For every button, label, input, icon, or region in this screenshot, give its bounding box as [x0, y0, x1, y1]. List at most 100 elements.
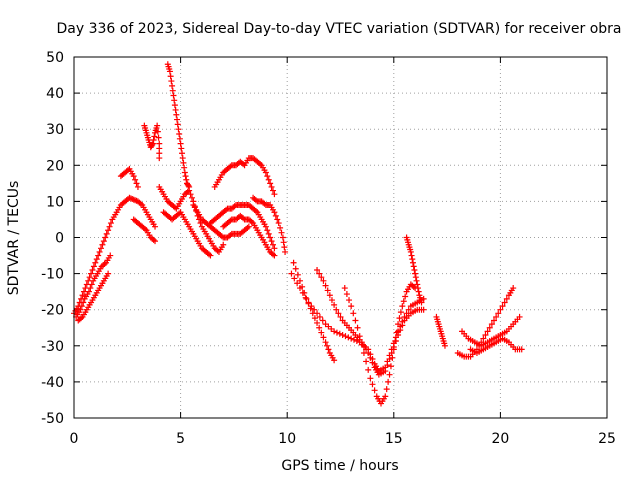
data-point — [269, 241, 276, 248]
data-point — [414, 281, 421, 288]
data-point — [410, 263, 417, 270]
data-point — [77, 306, 84, 313]
data-point — [181, 164, 188, 171]
data-point — [271, 209, 278, 216]
data-point — [169, 82, 176, 89]
data-point — [78, 303, 85, 310]
series-arc-e — [130, 216, 159, 245]
data-point — [187, 191, 194, 198]
data-point — [262, 169, 269, 176]
series-arc-t — [433, 313, 448, 349]
data-point — [154, 128, 161, 135]
data-point — [386, 356, 393, 363]
data-point — [156, 155, 163, 162]
data-point — [503, 295, 510, 302]
data-point — [171, 97, 178, 104]
data-point — [393, 329, 400, 336]
data-point — [371, 387, 378, 394]
data-point — [358, 341, 365, 348]
data-point — [413, 277, 420, 284]
data-point — [265, 230, 272, 237]
data-point — [133, 180, 140, 187]
data-point — [170, 92, 177, 99]
data-point — [396, 315, 403, 322]
y-tick-label: 0 — [55, 231, 64, 247]
data-point — [105, 270, 112, 277]
data-point — [179, 155, 186, 162]
data-point — [316, 324, 323, 331]
data-point — [107, 252, 114, 259]
data-point — [392, 337, 399, 344]
data-point — [495, 310, 502, 317]
data-point — [93, 256, 100, 263]
data-point — [100, 238, 107, 245]
data-point — [152, 223, 159, 230]
series-arc-a — [71, 194, 159, 317]
data-point — [351, 336, 358, 343]
series-arc-o — [290, 259, 338, 364]
plot-frame — [73, 56, 608, 419]
data-point — [308, 303, 315, 310]
data-point — [262, 223, 269, 230]
data-point — [305, 299, 312, 306]
data-series — [71, 61, 525, 407]
data-point — [168, 78, 175, 85]
series-arc-p — [288, 270, 427, 375]
data-point — [516, 313, 523, 320]
series-arc-r — [341, 281, 419, 407]
data-point — [90, 263, 97, 270]
x-tick-label: 15 — [385, 431, 403, 447]
data-point — [412, 270, 419, 277]
data-point — [367, 354, 374, 361]
data-point — [322, 339, 329, 346]
data-point — [488, 321, 495, 328]
data-point — [384, 362, 391, 369]
y-tick-label: -20 — [41, 303, 64, 319]
data-point — [343, 291, 350, 298]
data-point — [325, 346, 332, 353]
data-point — [134, 183, 141, 190]
data-point — [302, 294, 309, 301]
data-point — [331, 357, 338, 364]
data-point — [399, 303, 406, 310]
data-point — [130, 173, 137, 180]
data-point — [245, 223, 252, 230]
data-point — [441, 342, 448, 349]
data-point — [294, 271, 301, 278]
series-arc-l — [207, 202, 278, 252]
series-arc-c — [75, 270, 112, 324]
data-point — [491, 317, 498, 324]
data-point — [95, 252, 102, 259]
data-point — [414, 285, 421, 292]
data-point — [264, 227, 271, 234]
data-point — [188, 194, 195, 201]
data-point — [323, 342, 330, 349]
data-point — [341, 285, 348, 292]
data-point — [324, 287, 331, 294]
y-tick-label: -40 — [41, 375, 64, 391]
y-tick-label: 50 — [46, 50, 64, 66]
x-tick-label: 0 — [70, 431, 79, 447]
data-point — [405, 306, 412, 313]
data-point — [299, 289, 306, 296]
axes: 0 5 10 15 20 25 -50 -40 -30 -20 -10 0 10 20 30 40 50 — [41, 50, 616, 447]
data-point — [186, 187, 193, 194]
data-point — [88, 270, 95, 277]
data-point — [411, 266, 418, 273]
data-point — [311, 306, 318, 313]
data-point — [389, 354, 396, 361]
data-point — [275, 220, 282, 227]
series-arc-i — [160, 209, 214, 259]
data-point — [85, 288, 92, 295]
data-point — [279, 234, 286, 241]
y-axis-label: SDTVAR / TECUs — [6, 181, 22, 296]
data-point — [265, 176, 272, 183]
data-point — [99, 241, 106, 248]
data-point — [486, 324, 493, 331]
x-tick-label: 5 — [176, 431, 185, 447]
data-point — [420, 306, 427, 313]
data-point — [354, 324, 361, 331]
data-point — [149, 141, 156, 148]
x-tick-label: 10 — [278, 431, 296, 447]
data-point — [345, 334, 352, 341]
